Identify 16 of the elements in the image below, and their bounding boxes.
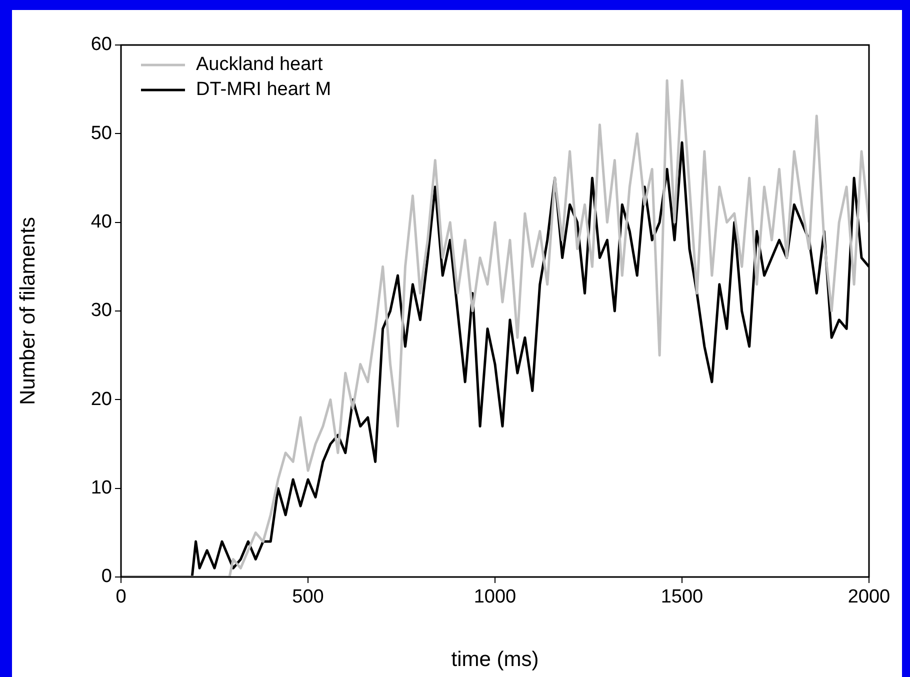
y-axis-title: Number of filaments	[16, 217, 40, 405]
y-tick-label: 60	[90, 34, 112, 56]
x-tick-label: 1500	[660, 586, 704, 608]
x-tick-label: 2000	[848, 586, 890, 608]
y-tick-label: 30	[90, 300, 112, 322]
legend-label: DT-MRI heart M	[196, 79, 332, 100]
y-tick-label: 50	[90, 122, 112, 144]
y-tick-label: 10	[90, 478, 112, 499]
x-tick-label: 1000	[474, 586, 516, 608]
x-tick-label: 500	[292, 586, 324, 608]
x-tick-label: 0	[116, 586, 126, 608]
y-tick-label: 40	[90, 212, 112, 233]
x-axis-title: time (ms)	[451, 648, 539, 672]
legend-label: Auckland heart	[196, 54, 324, 76]
y-tick-label: 0	[101, 566, 112, 588]
y-tick-label: 20	[90, 388, 112, 410]
